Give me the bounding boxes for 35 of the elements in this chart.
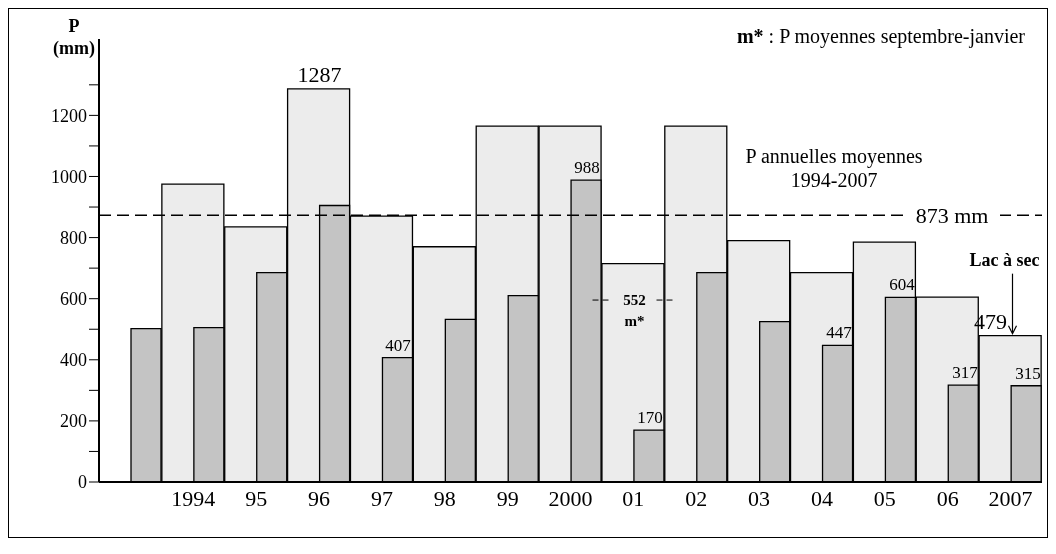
data-label: 170 <box>637 408 663 428</box>
x-tick-label: 2000 <box>548 485 593 511</box>
y-tick-label: 1000 <box>51 166 87 187</box>
annotation: 552 m* <box>623 292 646 330</box>
y-tick-label: 600 <box>60 289 87 310</box>
x-tick-label: 03 <box>748 485 771 511</box>
x-tick-label: 04 <box>810 485 833 511</box>
data-label: 447 <box>826 323 853 343</box>
x-tick-label: 96 <box>308 485 331 511</box>
data-label: 317 <box>952 363 979 383</box>
data-label: 315 <box>1015 363 1041 383</box>
x-tick-label: 98 <box>433 485 456 511</box>
x-tick-label: 97 <box>370 485 393 511</box>
data-label: 604 <box>889 275 916 295</box>
y-tick-label: 1200 <box>51 105 87 126</box>
x-tick-label: 1994 <box>171 485 216 511</box>
x-tick-label: 06 <box>936 485 959 511</box>
annotation: P annuelles moyennes 1994-2007 <box>745 145 923 192</box>
ref-line-label: 873 mm <box>915 203 989 229</box>
y-tick-label: 800 <box>60 227 87 248</box>
x-tick-label: 99 <box>496 485 519 511</box>
x-tick-label: 01 <box>622 485 645 511</box>
data-label: 988 <box>574 158 600 178</box>
x-tick-label: 2007 <box>988 485 1033 511</box>
x-tick-label: 05 <box>873 485 896 511</box>
x-tick-label: 02 <box>685 485 708 511</box>
x-tick-label: 95 <box>245 485 268 511</box>
y-tick-label: 200 <box>60 411 87 432</box>
y-tick-label: 400 <box>60 350 87 371</box>
data-label: 407 <box>385 335 412 355</box>
annotation: m* : P moyennes septembre-janvier <box>736 25 1025 48</box>
y-tick-label: 0 <box>78 472 87 493</box>
data-label: 1287 <box>297 61 342 87</box>
y-axis-title: P (mm) <box>53 15 95 59</box>
annotation: Lac à sec <box>969 249 1040 270</box>
